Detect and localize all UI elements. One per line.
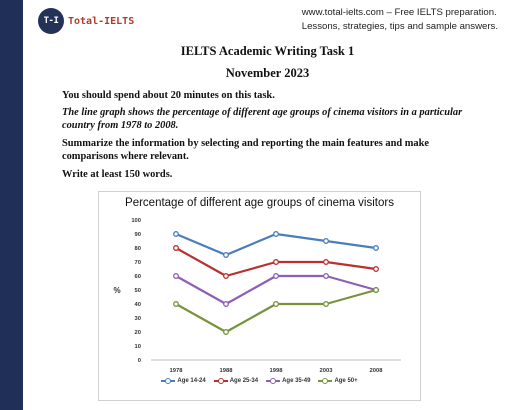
data-point <box>173 273 179 279</box>
legend-swatch <box>161 378 176 384</box>
data-point <box>273 231 279 237</box>
y-tick-label: 40 <box>135 302 141 308</box>
data-point <box>223 329 229 335</box>
legend-marker <box>217 378 224 384</box>
data-point <box>273 273 279 279</box>
series-line-age-35-49 <box>175 274 377 306</box>
y-tick-label: 100 <box>131 218 141 224</box>
legend-swatch <box>266 378 281 384</box>
logo-text: Total-IELTS <box>68 15 135 27</box>
site-url-line: www.total-ielts.com – Free IELTS prepara… <box>301 7 497 18</box>
y-tick-label: 50 <box>135 288 141 294</box>
line-chart: Percentage of different age groups of ci… <box>98 191 421 401</box>
data-point <box>323 301 329 307</box>
chart-title: Percentage of different age groups of ci… <box>125 197 394 209</box>
y-tick-label: 20 <box>135 330 141 336</box>
legend-label: Age 50+ <box>334 378 358 384</box>
data-point <box>223 301 229 307</box>
page-title: IELTS Academic Writing Task 1 <box>180 44 355 58</box>
y-tick-label: 60 <box>135 274 141 280</box>
data-point <box>273 259 279 265</box>
data-point <box>173 231 179 237</box>
time-note: You should spend about 20 minutes on thi… <box>62 90 275 101</box>
data-point <box>373 245 379 251</box>
legend-swatch <box>318 378 333 384</box>
data-point <box>273 301 279 307</box>
y-tick-label: 80 <box>135 246 141 252</box>
site-info: www.total-ielts.com – Free IELTS prepara… <box>302 6 498 34</box>
logo[interactable]: T-I Total-IELTS <box>38 8 134 34</box>
data-point <box>373 287 379 293</box>
logo-badge: T-I <box>38 8 64 34</box>
task-instruction: Summarize the information by selecting a… <box>62 138 430 162</box>
x-tick-label: 2003 <box>320 368 334 374</box>
legend-item: Age 25-34 <box>213 378 259 384</box>
site-tagline: Lessons, strategies, tips and sample ans… <box>301 21 498 32</box>
data-point <box>223 252 229 258</box>
data-point <box>223 273 229 279</box>
legend-label: Age 14-24 <box>177 378 206 384</box>
series-line-age-14-24 <box>175 232 377 257</box>
legend-marker <box>322 378 329 384</box>
y-tick-label: 90 <box>135 232 141 238</box>
legend-swatch <box>213 378 228 384</box>
data-point <box>323 238 329 244</box>
y-tick-label: 10 <box>135 344 141 350</box>
x-tick-label: 2008 <box>370 368 384 374</box>
word-count-note: Write at least 150 words. <box>62 169 173 180</box>
x-tick-label: 1998 <box>270 368 284 374</box>
data-point <box>173 301 179 307</box>
data-point <box>323 273 329 279</box>
legend-label: Age 35-49 <box>282 378 311 384</box>
x-tick-label: 1988 <box>220 368 234 374</box>
data-point <box>173 245 179 251</box>
legend-label: Age 25-34 <box>229 378 259 384</box>
data-point <box>323 259 329 265</box>
data-point <box>373 266 379 272</box>
left-sidebar-bar <box>0 0 23 410</box>
legend-item: Age 35-49 <box>266 378 310 384</box>
task-prompt: The line graph shows the percentage of d… <box>62 107 463 131</box>
y-tick-label: 0 <box>138 358 141 364</box>
legend-item: Age 14-24 <box>161 378 206 384</box>
legend-marker <box>165 378 172 384</box>
chart-plot: 0 10 20 30 40 50 60 70 80 90 100% 1978 1988 1998 2003 2… <box>113 218 401 374</box>
chart-legend: Age 14-24 Age 25-34 Age 35-49 Age 50+ <box>99 378 420 384</box>
y-tick-label: 30 <box>135 316 141 322</box>
x-tick-label: 1978 <box>170 368 184 374</box>
page-date: November 2023 <box>225 66 310 80</box>
y-axis-label: % <box>113 286 120 295</box>
series-line-age-50- <box>175 288 377 334</box>
y-tick-label: 70 <box>135 260 141 266</box>
legend-item: Age 50+ <box>318 378 358 384</box>
legend-marker <box>270 378 277 384</box>
